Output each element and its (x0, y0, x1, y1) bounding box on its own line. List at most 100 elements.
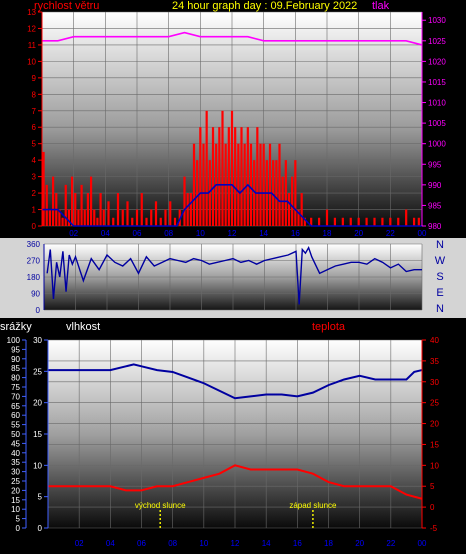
humidity-x-tick-label: 14 (262, 539, 271, 548)
wind-bar (96, 217, 99, 226)
humidity-tick-label: 10 (33, 461, 42, 470)
wind-bar (325, 209, 329, 226)
wind-bar (126, 201, 129, 226)
temperature-tick-label: 40 (430, 336, 439, 345)
wind-bar (116, 193, 120, 226)
wind-bar (211, 127, 215, 226)
wind-tick-label: 0 (32, 222, 37, 231)
precipitation-tick-label: 50 (11, 430, 20, 439)
wind-bar (227, 127, 230, 226)
wind-bar (412, 217, 416, 226)
wind-bar (173, 217, 177, 226)
temperature-tick-label: 25 (430, 399, 439, 408)
wind-tick-label: 5 (32, 140, 37, 149)
pressure-tick-label: 980 (428, 222, 442, 231)
precipitation-tick-label: 95 (11, 345, 20, 354)
pressure-tick-label: 990 (428, 181, 442, 190)
wind-tick-label: 2 (32, 189, 37, 198)
pressure-tick-label: 1000 (428, 140, 446, 149)
precipitation-tick-label: 35 (11, 458, 20, 467)
precipitation-tick-label: 20 (11, 486, 20, 495)
wind-bar (237, 143, 240, 226)
pressure-axis-label: tlak (372, 0, 390, 12)
sunrise-label: východ slunce (135, 501, 186, 510)
temperature-tick-label: 20 (430, 420, 439, 429)
wind-x-tick-label: 00 (418, 229, 427, 238)
wind-bar (112, 217, 115, 226)
precipitation-tick-label: 60 (11, 411, 20, 420)
wind-x-tick-label: 12 (228, 229, 237, 238)
wind-bar (196, 160, 199, 226)
wind-bar (205, 110, 208, 226)
wind-bar (381, 217, 384, 226)
wind-x-tick-label: 04 (101, 229, 110, 238)
precipitation-tick-label: 55 (11, 421, 20, 430)
wind-bar (70, 176, 74, 226)
wind-bar (349, 217, 352, 226)
wind-tick-label: 13 (27, 8, 36, 17)
wind-tick-label: 8 (32, 90, 37, 99)
sunset-label: západ slunce (289, 501, 337, 510)
wind-bar (272, 160, 275, 226)
pressure-line (42, 31, 423, 46)
wind-bar (99, 193, 102, 226)
wind-bar (89, 176, 93, 226)
compass-letter: N (436, 303, 444, 315)
wind-bar (287, 193, 291, 226)
precipitation-axis-label: srážky (0, 321, 32, 333)
wind-bar (189, 193, 192, 226)
humidity-x-tick-label: 04 (106, 539, 115, 548)
wind-bar (121, 209, 124, 226)
wind-bar (397, 217, 400, 226)
wind-bar (341, 217, 344, 226)
pressure-tick-label: 1030 (428, 16, 446, 25)
compass-letter: S (436, 271, 443, 283)
precipitation-tick-label: 15 (11, 496, 20, 505)
humidity-tick-label: 0 (38, 524, 43, 533)
temperature-axis-label: teplota (312, 321, 346, 333)
temperature-tick-label: 10 (430, 461, 439, 470)
wind-bar (202, 143, 205, 226)
temperature-tick-label: -5 (430, 524, 438, 533)
wind-tick-label: 10 (27, 57, 36, 66)
wind-bar (42, 151, 45, 226)
wind-bar (61, 217, 64, 226)
temperature-tick-label: 5 (430, 482, 435, 491)
direction-tick-label: 270 (27, 257, 41, 266)
wind-bar (275, 160, 278, 226)
wind-bar (262, 143, 265, 226)
direction-tick-label: 180 (27, 273, 41, 282)
wind-bar (164, 209, 167, 226)
wind-bar (208, 160, 211, 226)
pressure-tick-label: 1010 (428, 99, 446, 108)
precipitation-tick-label: 30 (11, 468, 20, 477)
temperature-tick-label: 35 (430, 357, 439, 366)
wind-bar (405, 209, 408, 226)
temperature-tick-label: 0 (430, 503, 435, 512)
wind-bar (77, 209, 80, 226)
wind-bar (192, 143, 196, 226)
humidity-x-tick-label: 08 (168, 539, 177, 548)
precipitation-tick-label: 80 (11, 374, 20, 383)
precipitation-tick-label: 90 (11, 355, 20, 364)
direction-tick-label: 360 (27, 240, 41, 249)
wind-bar (150, 209, 153, 226)
wind-bar (199, 127, 202, 226)
wind-bar (58, 209, 61, 226)
humidity-tick-label: 25 (33, 367, 42, 376)
humidity-x-tick-label: 06 (137, 539, 146, 548)
wind-bar (74, 193, 77, 226)
wind-x-tick-label: 10 (196, 229, 205, 238)
precipitation-tick-label: 65 (11, 402, 20, 411)
wind-bar (64, 184, 67, 226)
wind-x-tick-label: 16 (291, 229, 300, 238)
wind-bar (67, 209, 71, 226)
compass-letter: E (436, 287, 443, 299)
wind-bar (268, 143, 272, 226)
wind-bar (243, 143, 246, 226)
wind-bar (218, 127, 221, 226)
wind-direction-line (46, 245, 422, 305)
pressure-tick-label: 995 (428, 160, 442, 169)
